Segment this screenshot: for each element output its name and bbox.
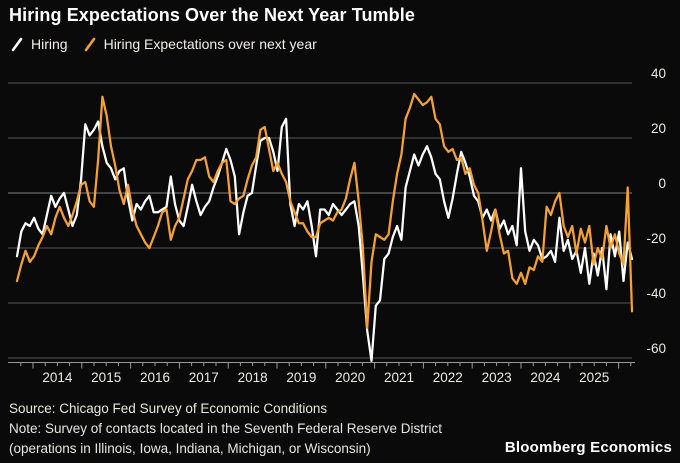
x-tick-label: 2021 <box>384 370 414 385</box>
y-tick-label: 0 <box>658 176 666 191</box>
chart-title: Hiring Expectations Over the Next Year T… <box>9 5 415 25</box>
x-tick-label: 2024 <box>530 370 561 385</box>
footer-notes: Source: Chicago Fed Survey of Economic C… <box>9 399 442 459</box>
y-tick-label: -60 <box>646 341 666 356</box>
x-tick-label: 2014 <box>42 370 73 385</box>
x-tick-label: 2019 <box>286 370 316 385</box>
y-tick-label: -40 <box>646 286 666 301</box>
x-tick-label: 2023 <box>482 370 512 385</box>
legend-item-expectations: Hiring Expectations over next year <box>84 36 317 52</box>
x-tick-label: 2018 <box>238 370 268 385</box>
note-line-1: Note: Survey of contacts located in the … <box>9 421 442 436</box>
x-tick-label: 2025 <box>579 370 609 385</box>
y-tick-label: 20 <box>651 121 666 136</box>
legend-label-hiring: Hiring <box>31 36 68 52</box>
expectations-line-swatch-icon <box>84 37 95 51</box>
legend-item-hiring: Hiring <box>11 36 68 52</box>
y-tick-label: 40 <box>651 66 666 81</box>
hiring-series-line <box>15 117 634 362</box>
brand-credit: Bloomberg Economics <box>504 439 672 456</box>
x-tick-label: 2020 <box>335 370 365 385</box>
legend-label-expectations: Hiring Expectations over next year <box>103 36 317 52</box>
note-line-2: (operations in Illinois, Iowa, Indiana, … <box>9 441 371 456</box>
x-tick-label: 2022 <box>433 370 463 385</box>
y-tick-label: -20 <box>646 231 666 246</box>
x-tick-label: 2015 <box>91 370 121 385</box>
x-tick-label: 2017 <box>189 370 219 385</box>
legend: Hiring Hiring Expectations over next yea… <box>11 36 317 52</box>
expectations-series-line <box>15 92 634 329</box>
hiring-line-swatch-icon <box>11 37 23 51</box>
x-tick-label: 2016 <box>140 370 170 385</box>
source-note: Source: Chicago Fed Survey of Economic C… <box>9 401 328 416</box>
